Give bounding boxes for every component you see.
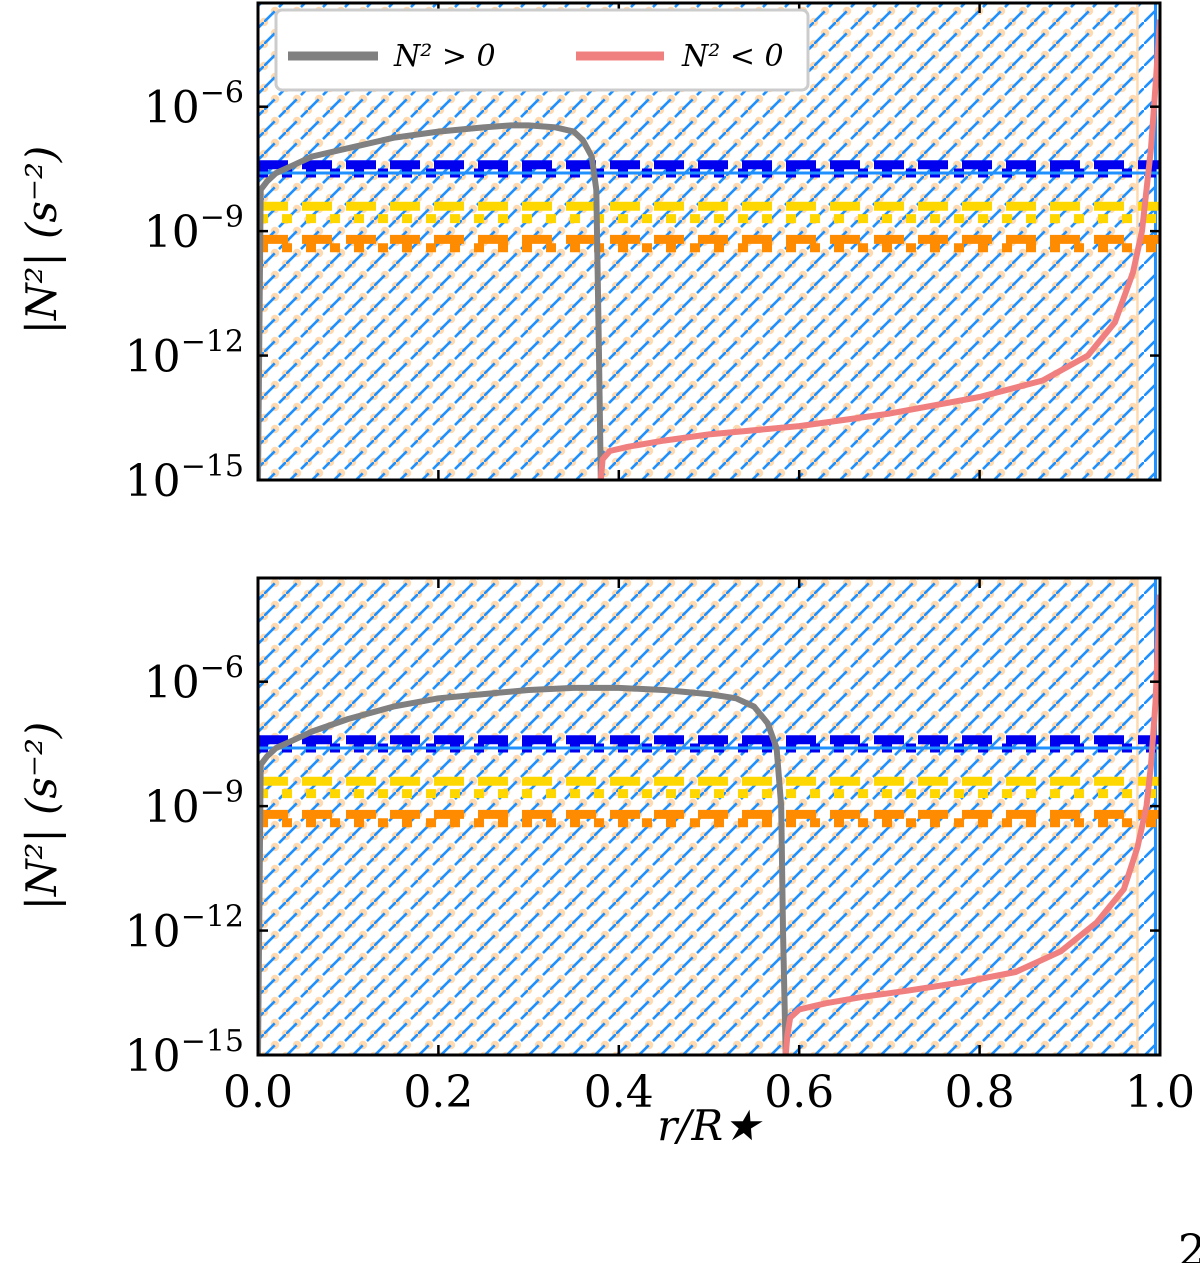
top-panel-frame <box>256 1 1162 482</box>
x-tick-label: 0.8 <box>945 1067 1015 1118</box>
bottom-y-axis-label: |N²| (s⁻²) <box>17 722 66 911</box>
bottom-panel-series <box>258 594 1160 1055</box>
legend: N² > 0 N² < 0 <box>274 8 810 92</box>
x-tick-label: 1.0 <box>1125 1067 1195 1118</box>
top-panel: 10−6 10−9 10−12 10−15 |N²| (s⁻²) N² > 0 N² … <box>17 1 1162 507</box>
series-positive-line <box>258 122 604 480</box>
bottom-panel-x-ticks: 0.0 0.2 0.4 0.6 0.8 1.0 <box>223 578 1195 1118</box>
x-tick-label: 0.6 <box>764 1067 834 1118</box>
y-tick-label: 10−12 <box>125 900 244 958</box>
legend-label-negative: N² < 0 <box>681 39 784 74</box>
series-negative-line <box>597 19 1160 480</box>
top-panel-levels <box>258 160 1160 253</box>
legend-box <box>274 8 810 92</box>
y-tick-label: 10−6 <box>144 651 244 709</box>
top-y-axis-label: |N²| (s⁻²) <box>17 146 66 335</box>
x-tick-label: 0.2 <box>403 1067 473 1118</box>
x-tick-label: 0.0 <box>223 1067 293 1118</box>
y-tick-label: 10−9 <box>144 200 244 258</box>
y-tick-label: 10−15 <box>125 449 244 507</box>
y-tick-label: 10−15 <box>125 1024 244 1082</box>
bottom-panel-y-ticks: 10−6 10−9 10−12 10−15 <box>125 651 1160 1082</box>
top-panel-y-ticks: 10−6 10−9 10−12 10−15 <box>125 76 1160 507</box>
y-tick-label: 10−6 <box>144 76 244 134</box>
bottom-panel: 10−6 10−9 10−12 10−15 0.0 0.2 0.4 0.6 0.8 1.0 |N… <box>17 576 1195 1118</box>
x-axis-label: r/R★ <box>657 1101 763 1150</box>
top-panel-series <box>258 19 1160 480</box>
footer-glyph: 2 <box>1178 1226 1200 1263</box>
legend-label-positive: N² > 0 <box>393 39 496 74</box>
x-tick-label: 0.4 <box>584 1067 654 1118</box>
y-tick-label: 10−12 <box>125 325 244 383</box>
bottom-panel-levels <box>258 735 1160 828</box>
y-tick-label: 10−9 <box>144 775 244 833</box>
series-positive-line <box>258 684 789 1055</box>
series-negative-line <box>782 594 1160 1055</box>
bottom-panel-frame <box>256 576 1162 1057</box>
